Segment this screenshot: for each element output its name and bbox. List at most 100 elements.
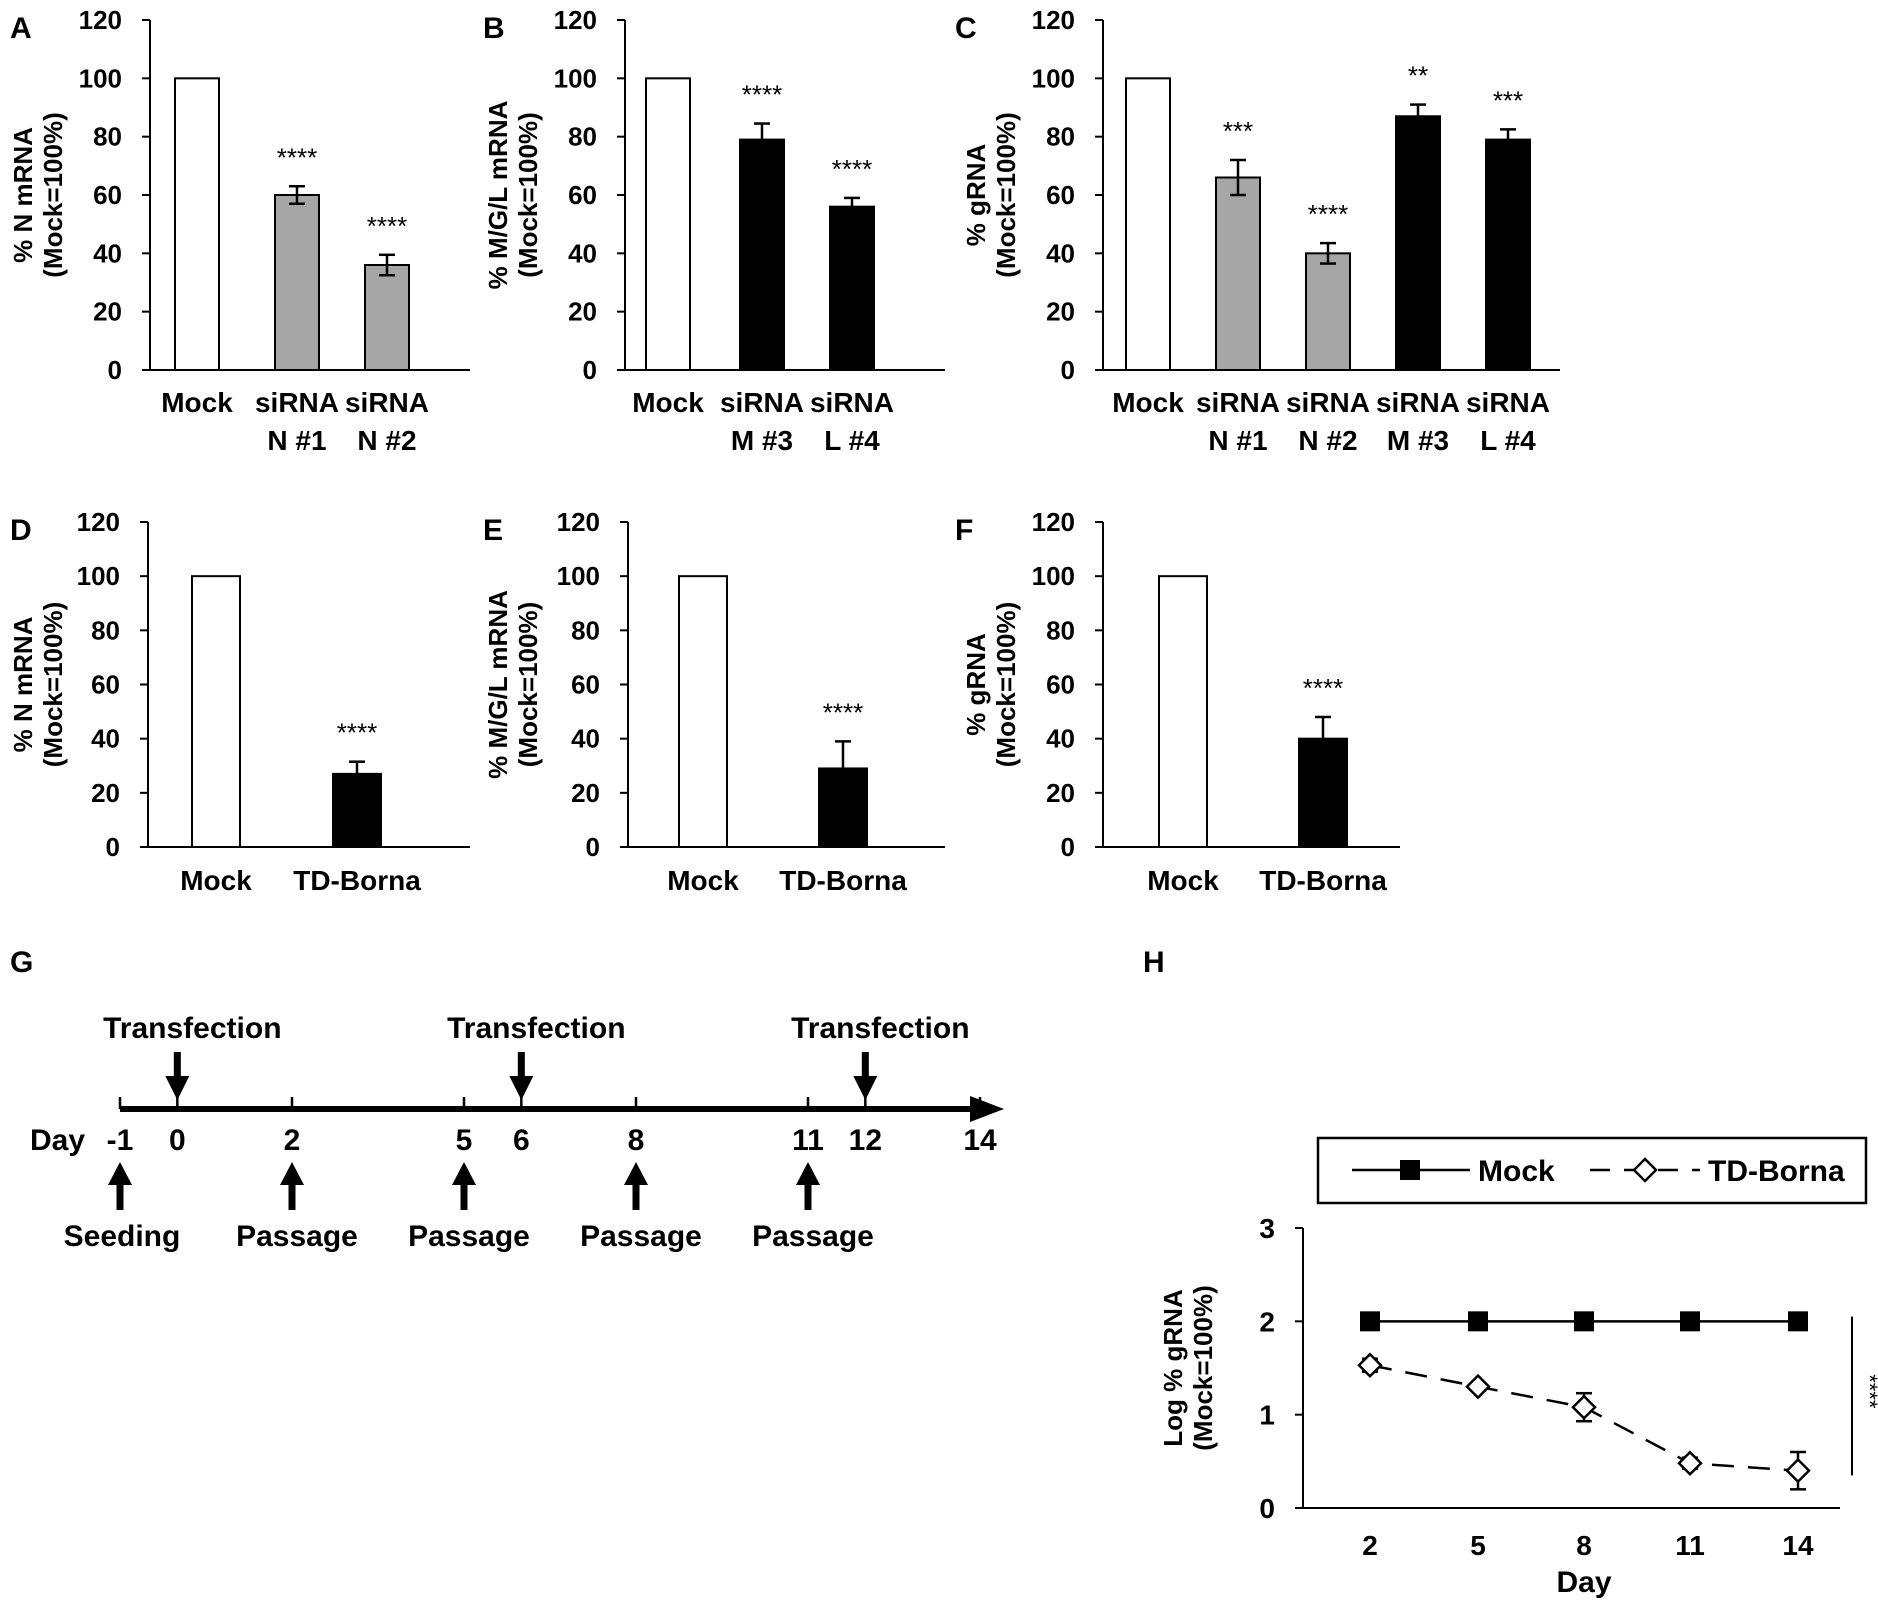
x-tick-label: 2 bbox=[1362, 1530, 1378, 1561]
down-arrow-head bbox=[509, 1076, 534, 1100]
y-label-line1: % gRNA bbox=[961, 144, 991, 247]
y-tick-label: 20 bbox=[91, 778, 120, 808]
y-tick-label: 40 bbox=[1046, 238, 1075, 268]
x-axis-label: Day bbox=[1556, 1566, 1611, 1599]
y-tick-label: 100 bbox=[77, 561, 120, 591]
td-borna-point bbox=[1785, 1457, 1811, 1484]
y-tick-label: 3 bbox=[1259, 1213, 1275, 1244]
event-label: Passage bbox=[580, 1220, 702, 1253]
y-label-line2: (Mock=100%) bbox=[991, 602, 1021, 767]
category-label: N #1 bbox=[1208, 425, 1267, 456]
day-tick-label: -1 bbox=[107, 1124, 134, 1157]
y-tick-label: 120 bbox=[1032, 507, 1075, 537]
y-tick-label: 40 bbox=[1046, 724, 1075, 754]
panel-label: D bbox=[10, 514, 32, 547]
significance-rotated: **** bbox=[1857, 1374, 1878, 1409]
y-tick-label: 60 bbox=[1046, 180, 1075, 210]
y-tick-label: 120 bbox=[557, 507, 600, 537]
y-tick-label: 80 bbox=[1046, 122, 1075, 152]
y-tick-label: 80 bbox=[91, 615, 120, 645]
category-label: siRNA bbox=[1286, 387, 1370, 418]
legend-td-marker bbox=[1632, 1157, 1658, 1183]
y-tick-label: 100 bbox=[554, 63, 597, 93]
category-label: Mock bbox=[161, 387, 233, 418]
y-tick-label: 60 bbox=[93, 180, 122, 210]
event-label: Seeding bbox=[64, 1220, 181, 1253]
y-tick-label: 80 bbox=[571, 615, 600, 645]
y-axis-label: % N mRNA (Mock=100%) bbox=[8, 602, 68, 767]
category-label: L #4 bbox=[1480, 425, 1536, 456]
panel-label: H bbox=[1143, 946, 1165, 979]
category-label: N #2 bbox=[1298, 425, 1357, 456]
y-tick-label: 80 bbox=[93, 122, 122, 152]
bar-2 bbox=[1215, 176, 1261, 371]
panel-b: B 0 20 40 60 80 100 120 % M/G/L mRNA (Mock=100%) M… bbox=[483, 5, 945, 456]
bar-2 bbox=[274, 194, 320, 371]
transfection-label: Transfection bbox=[447, 1012, 625, 1045]
significance-label: **** bbox=[367, 211, 407, 241]
y-axis-label: % gRNA (Mock=100%) bbox=[961, 112, 1021, 277]
mock-point bbox=[1468, 1311, 1488, 1332]
significance-label: **** bbox=[832, 154, 872, 184]
x-tick-label: 11 bbox=[1675, 1530, 1705, 1561]
panel-label: C bbox=[955, 12, 977, 45]
y-label-line2: (Mock=100%) bbox=[38, 602, 68, 767]
day-tick-label: 0 bbox=[169, 1124, 186, 1157]
category-label: siRNA bbox=[1466, 387, 1550, 418]
significance-label: *** bbox=[1223, 116, 1253, 146]
y-tick-label: 0 bbox=[583, 355, 597, 385]
y-tick-label: 60 bbox=[568, 180, 597, 210]
bar-5 bbox=[1485, 138, 1531, 371]
day-tick-label: 14 bbox=[963, 1124, 997, 1157]
category-label: M #3 bbox=[731, 425, 793, 456]
td-borna-point bbox=[1357, 1352, 1383, 1378]
legend-mock-marker bbox=[1400, 1160, 1420, 1180]
category-label: TD-Borna bbox=[1259, 865, 1387, 896]
category-label: N #2 bbox=[357, 425, 416, 456]
y-tick-label: 20 bbox=[1046, 297, 1075, 327]
day-tick-label: 6 bbox=[513, 1124, 530, 1157]
category-label: siRNA bbox=[345, 387, 429, 418]
up-arrow-head bbox=[796, 1162, 820, 1185]
category-label: Mock bbox=[667, 865, 739, 896]
significance-label: **** bbox=[337, 718, 377, 748]
panel-a: A 0 20 40 60 80 100 120 % N mRNA (Mock=100%) Mock *… bbox=[8, 5, 470, 456]
day-tick-label: 8 bbox=[628, 1124, 645, 1157]
y-tick-label: 1 bbox=[1259, 1400, 1275, 1431]
significance-label: **** bbox=[277, 142, 317, 172]
significance-label: ** bbox=[1408, 61, 1428, 91]
x-tick-label: 8 bbox=[1576, 1530, 1592, 1561]
category-label: TD-Borna bbox=[779, 865, 907, 896]
legend: Mock TD-Borna bbox=[1316, 1136, 1868, 1205]
bar-1 bbox=[645, 77, 691, 371]
y-tick-label: 0 bbox=[106, 832, 120, 862]
event-label: Passage bbox=[752, 1220, 874, 1253]
y-tick-label: 100 bbox=[1032, 63, 1075, 93]
bar-3 bbox=[829, 205, 875, 371]
x-tick-label: 5 bbox=[1470, 1530, 1486, 1561]
y-tick-label: 20 bbox=[568, 297, 597, 327]
panel-g: G Day -1 0 2 5 6 8 11 12 14 Transfection Transfectio… bbox=[10, 946, 1004, 1253]
y-tick-label: 60 bbox=[91, 670, 120, 700]
bar-3 bbox=[364, 264, 410, 371]
significance-label: **** bbox=[1303, 673, 1343, 703]
bar-3 bbox=[1305, 252, 1351, 371]
significance-label: **** bbox=[1857, 1374, 1878, 1409]
y-tick-label: 100 bbox=[79, 63, 122, 93]
y-tick-label: 80 bbox=[1046, 615, 1075, 645]
mock-point bbox=[1680, 1311, 1700, 1332]
bar-1 bbox=[191, 575, 241, 849]
day-tick-label: 5 bbox=[456, 1124, 473, 1157]
legend-td-label: TD-Borna bbox=[1708, 1155, 1845, 1188]
y-tick-label: 40 bbox=[93, 238, 122, 268]
category-label: Mock bbox=[1112, 387, 1184, 418]
y-tick-label: 120 bbox=[79, 5, 122, 35]
y-axis-label: % gRNA (Mock=100%) bbox=[961, 602, 1021, 767]
category-label: siRNA bbox=[810, 387, 894, 418]
significance-label: **** bbox=[1308, 199, 1348, 229]
up-arrow-head bbox=[452, 1162, 476, 1185]
y-tick-label: 20 bbox=[1046, 778, 1075, 808]
y-axis-label: % M/G/L mRNA (Mock=100%) bbox=[483, 590, 543, 779]
